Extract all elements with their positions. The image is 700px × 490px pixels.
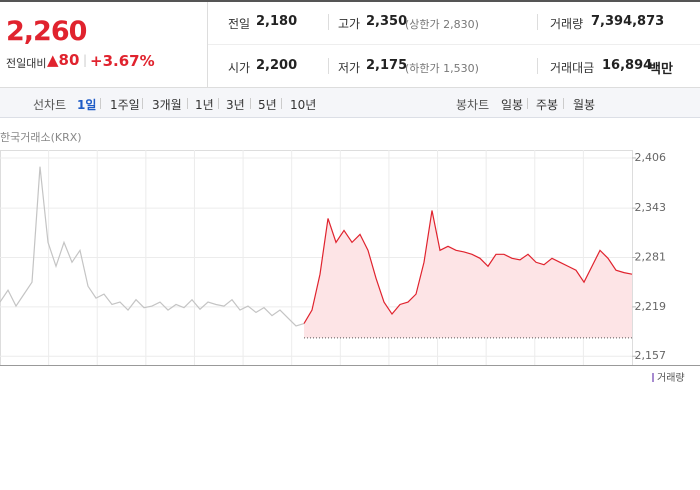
quote-panel bbox=[0, 0, 700, 88]
tab-separator bbox=[218, 98, 219, 109]
y-tick-label: 2,281 bbox=[635, 251, 667, 264]
stat-value: 2,350 bbox=[366, 14, 408, 29]
change-label: 전일대비 bbox=[6, 57, 47, 70]
divider bbox=[328, 14, 329, 30]
tab[interactable]: 일봉 bbox=[501, 98, 524, 112]
tab-separator bbox=[142, 98, 143, 109]
volume-legend: 거래량 bbox=[657, 372, 685, 384]
tab-group-label: 선차트 bbox=[33, 98, 67, 112]
tab-separator bbox=[250, 98, 251, 109]
change: ▲80 bbox=[47, 51, 80, 69]
divider bbox=[537, 58, 538, 74]
stat-label: 고가 bbox=[338, 17, 361, 31]
stat-label: 전일 bbox=[228, 17, 251, 31]
tab[interactable]: 1년 bbox=[195, 98, 214, 112]
y-tick-label: 2,406 bbox=[635, 151, 667, 164]
price: 2,260 bbox=[6, 16, 87, 47]
tab-separator bbox=[527, 98, 528, 109]
stat-label: 거래량 bbox=[550, 17, 584, 31]
area-fill bbox=[304, 210, 632, 338]
stat-value: 2,175 bbox=[366, 58, 408, 73]
volume-legend-swatch bbox=[652, 373, 654, 382]
stat-note: (하한가 1,530) bbox=[405, 62, 479, 75]
tab[interactable]: 3년 bbox=[226, 98, 245, 112]
divider bbox=[328, 58, 329, 74]
tab[interactable]: 주봉 bbox=[536, 98, 559, 112]
tab-separator bbox=[281, 98, 282, 109]
stat-label: 저가 bbox=[338, 61, 361, 75]
stat-note: (상한가 2,830) bbox=[405, 18, 479, 31]
chart: 한국거래소(KRX) 2,406 2,343 2,281 2,219 2,157 거래량 bbox=[0, 131, 700, 384]
tab[interactable]: 월봉 bbox=[573, 98, 596, 112]
y-tick-label: 2,157 bbox=[635, 349, 667, 362]
divider bbox=[208, 44, 700, 45]
tab-separator bbox=[187, 98, 188, 109]
tab[interactable]: 1주일 bbox=[110, 98, 140, 112]
tab-separator bbox=[100, 98, 101, 109]
tab-group-label: 봉차트 bbox=[456, 98, 490, 112]
tab[interactable]: 5년 bbox=[258, 98, 277, 112]
divider bbox=[537, 14, 538, 30]
tab[interactable]: 10년 bbox=[290, 98, 317, 112]
y-tick-label: 2,343 bbox=[635, 201, 667, 214]
tab-separator bbox=[563, 98, 564, 109]
chart-source: 한국거래소(KRX) bbox=[0, 131, 82, 144]
stat-value: 7,394,873 bbox=[591, 14, 665, 29]
tab[interactable]: 1일 bbox=[77, 98, 97, 112]
change-value: 80 bbox=[58, 51, 80, 69]
price-line bbox=[0, 166, 305, 327]
stat-value: 2,200 bbox=[256, 58, 298, 73]
divider bbox=[207, 2, 208, 88]
stat-label: 시가 bbox=[228, 61, 251, 75]
stat-label: 거래대금 bbox=[550, 61, 595, 75]
price-line bbox=[303, 210, 633, 324]
stat-value: 2,180 bbox=[256, 14, 298, 29]
tab-bar bbox=[0, 88, 700, 118]
tab[interactable]: 3개월 bbox=[152, 98, 182, 112]
y-tick-label: 2,219 bbox=[635, 300, 667, 313]
stat-unit: 백만 bbox=[649, 62, 673, 77]
stat-value: 16,894 bbox=[602, 58, 653, 73]
change-pct: +3.67% bbox=[90, 52, 155, 70]
separator: | bbox=[83, 53, 88, 67]
